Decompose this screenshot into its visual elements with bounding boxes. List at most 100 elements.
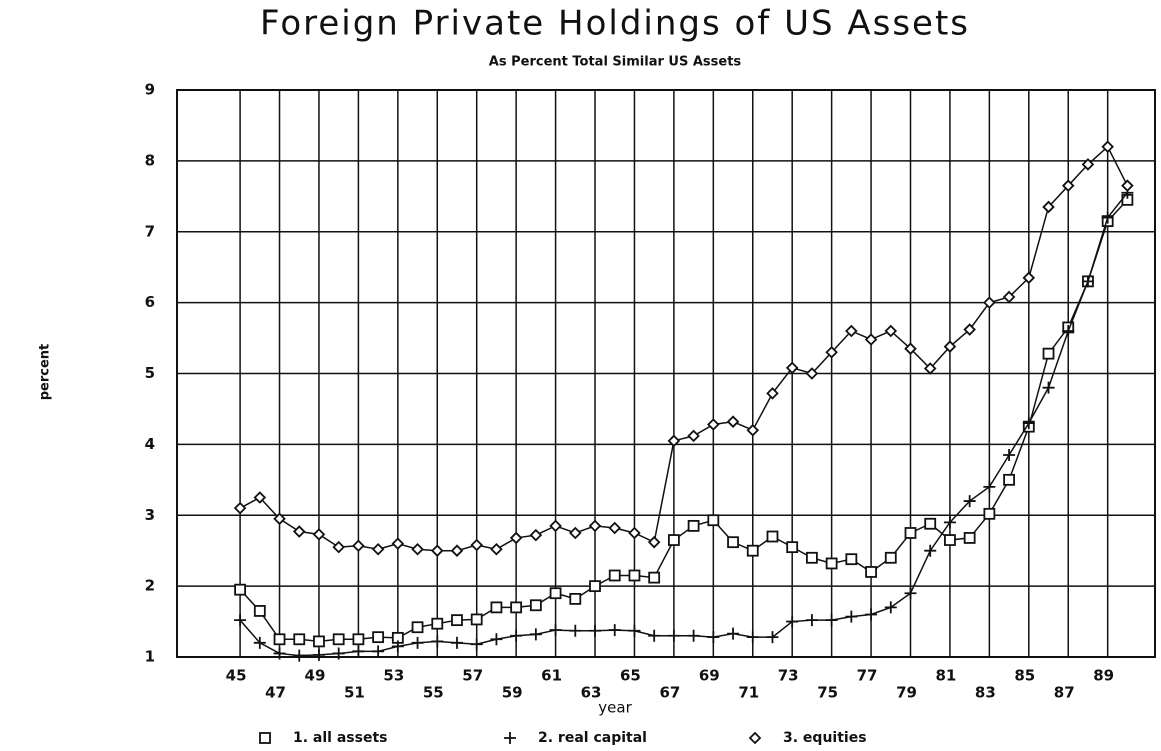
data-point <box>391 537 405 550</box>
x-tick-label: 83 <box>975 684 996 702</box>
data-point <box>234 583 246 596</box>
data-point <box>687 629 700 642</box>
data-point <box>372 631 385 644</box>
data-point <box>746 423 760 437</box>
data-point <box>865 566 877 578</box>
y-tick-label: 4 <box>145 435 155 453</box>
x-tick-label: 61 <box>541 667 562 685</box>
data-point <box>1042 381 1055 394</box>
data-point <box>667 629 680 642</box>
data-point <box>549 519 562 533</box>
legend-label: 1. all assets <box>293 730 388 746</box>
y-tick-label: 2 <box>145 577 155 595</box>
data-point <box>411 621 424 634</box>
series-line <box>239 192 1128 657</box>
data-point <box>431 544 444 557</box>
data-point <box>825 614 838 627</box>
data-point <box>529 628 542 641</box>
data-point <box>589 580 601 593</box>
data-point <box>411 636 424 649</box>
data-point <box>687 519 700 532</box>
data-point <box>1042 200 1055 214</box>
data-point <box>648 571 661 584</box>
x-tick-label: 65 <box>620 667 641 685</box>
data-point <box>608 624 621 637</box>
data-point <box>1022 417 1035 430</box>
data-point <box>727 536 739 549</box>
data-point <box>470 613 483 626</box>
y-tick-label: 5 <box>145 364 155 382</box>
x-tick-label: 73 <box>778 667 799 685</box>
data-point <box>293 649 306 662</box>
data-point <box>943 340 957 353</box>
data-point <box>549 587 562 600</box>
data-point <box>273 512 286 526</box>
data-point <box>391 640 404 653</box>
data-point <box>510 629 523 642</box>
data-point <box>510 601 523 614</box>
data-point <box>569 624 582 637</box>
x-tick-label: 49 <box>305 667 326 685</box>
data-point <box>470 638 483 651</box>
x-tick-label: 55 <box>423 684 444 702</box>
x-tick-label: 59 <box>502 684 523 702</box>
data-point <box>431 635 444 648</box>
x-tick-label: 79 <box>896 684 917 702</box>
data-point <box>884 601 897 614</box>
data-point <box>451 614 463 627</box>
x-axis-label: year <box>598 699 632 717</box>
data-point <box>608 569 621 582</box>
data-point <box>904 342 917 355</box>
x-tick-label: 77 <box>857 667 878 685</box>
data-point <box>470 538 483 552</box>
data-point <box>667 534 680 546</box>
data-point <box>372 645 385 658</box>
data-point <box>983 296 996 309</box>
data-point <box>1101 140 1114 153</box>
series-line <box>239 199 1128 643</box>
y-tick-label: 9 <box>145 81 155 99</box>
data-point <box>509 531 523 545</box>
data-point <box>628 624 641 637</box>
data-point <box>647 535 661 549</box>
data-point <box>884 551 897 564</box>
data-point <box>963 495 976 508</box>
chart-title: Foreign Private Holdings of US Assets <box>260 4 970 44</box>
data-point <box>825 557 838 570</box>
data-point <box>1003 449 1016 462</box>
data-point <box>273 647 286 660</box>
data-point <box>707 631 720 644</box>
y-tick-label: 6 <box>145 293 155 311</box>
data-point <box>273 633 286 646</box>
data-point <box>450 636 463 649</box>
x-tick-label: 85 <box>1014 667 1035 685</box>
x-tick-label: 63 <box>581 684 602 702</box>
x-tick-label: 87 <box>1054 684 1075 702</box>
y-tick-label: 7 <box>145 222 155 240</box>
data-point <box>529 528 543 542</box>
x-tick-label: 45 <box>226 667 247 685</box>
data-point <box>786 615 799 628</box>
data-point <box>490 633 503 646</box>
legend-marker <box>259 732 271 744</box>
data-point <box>667 434 681 448</box>
legend-marker <box>504 732 516 744</box>
data-point <box>253 491 267 504</box>
data-point <box>608 521 622 535</box>
data-point <box>253 605 266 617</box>
data-point <box>845 553 858 566</box>
data-point <box>1062 324 1075 337</box>
data-point <box>865 608 878 621</box>
data-point <box>904 527 917 539</box>
y-tick-label: 8 <box>145 151 155 169</box>
data-point <box>588 519 602 533</box>
data-point <box>1101 211 1114 224</box>
x-tick-label: 69 <box>699 667 720 685</box>
data-point <box>490 542 503 556</box>
legend-label: 3. equities <box>783 730 867 746</box>
data-point <box>411 542 424 556</box>
data-point <box>766 530 779 543</box>
data-point <box>589 624 602 637</box>
data-point <box>786 541 799 554</box>
